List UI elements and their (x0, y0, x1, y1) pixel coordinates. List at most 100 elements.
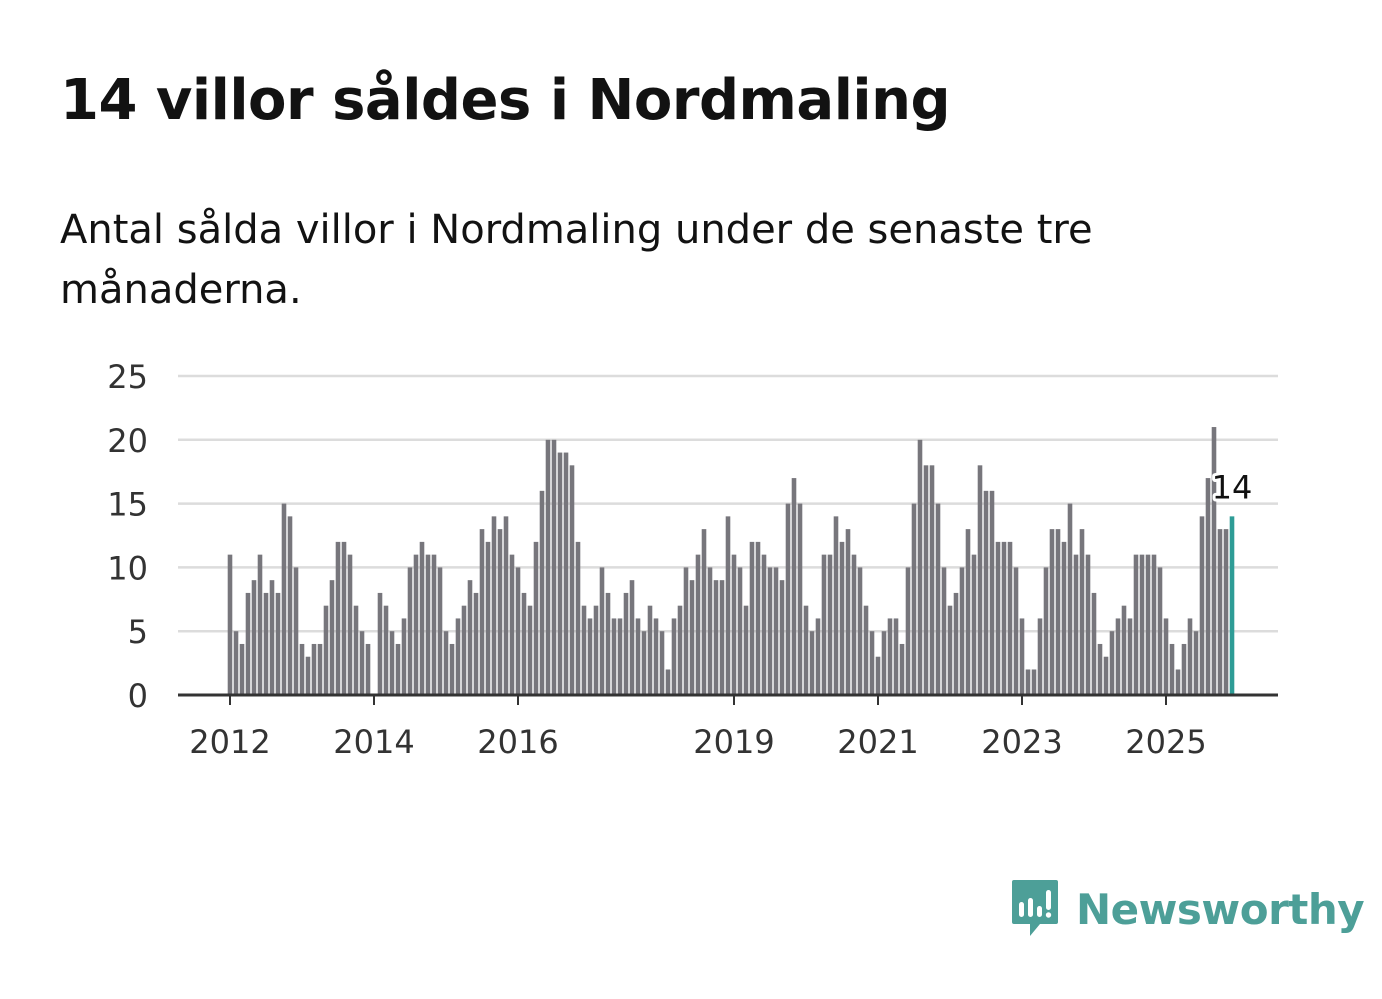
bar (1163, 618, 1169, 695)
bar (605, 592, 611, 695)
bar (1007, 541, 1013, 695)
bar (551, 439, 557, 695)
x-tick-label: 2016 (477, 723, 558, 761)
bar (737, 567, 743, 695)
highlight-value-label: 14 (1212, 468, 1253, 506)
bar (659, 631, 665, 695)
bar (251, 580, 257, 695)
bar (989, 490, 995, 695)
x-tick-label: 2023 (981, 723, 1062, 761)
bar (881, 631, 887, 695)
bar (941, 567, 947, 695)
bar (995, 541, 1001, 695)
bar (395, 643, 401, 695)
bar (893, 618, 899, 695)
bar (467, 580, 473, 695)
bar (269, 580, 275, 695)
bar (791, 478, 797, 695)
bar (1145, 554, 1151, 695)
bar (947, 605, 953, 695)
y-tick-label: 20 (107, 422, 148, 460)
bar (1121, 605, 1127, 695)
bar (689, 580, 695, 695)
bar (449, 643, 455, 695)
y-tick-label: 25 (107, 358, 148, 396)
y-tick-label: 0 (128, 677, 148, 715)
bar (437, 567, 443, 695)
bar (275, 592, 281, 695)
bar (905, 567, 911, 695)
x-tick-label: 2025 (1125, 723, 1206, 761)
bar (761, 554, 767, 695)
bar (521, 592, 527, 695)
bar (1031, 669, 1037, 695)
bar (731, 554, 737, 695)
bar (1085, 554, 1091, 695)
bar (887, 618, 893, 695)
bar (1061, 541, 1067, 695)
bar (713, 580, 719, 695)
bar (821, 554, 827, 695)
bar (803, 605, 809, 695)
bar (1043, 567, 1049, 695)
bar (839, 541, 845, 695)
bar (569, 465, 575, 695)
y-axis-ticks: 0 5 10 15 20 25 (107, 358, 148, 715)
bar (809, 631, 815, 695)
bar (563, 452, 569, 695)
bar (1217, 529, 1223, 695)
bar (491, 516, 497, 695)
bar (509, 554, 515, 695)
bar (863, 605, 869, 695)
bar (527, 605, 533, 695)
bar (749, 541, 755, 695)
bar (1181, 643, 1187, 695)
bar (1205, 478, 1211, 695)
highlight-bar (1229, 516, 1235, 695)
bar (611, 618, 617, 695)
bar (1097, 643, 1103, 695)
bar (365, 643, 371, 695)
bar (257, 554, 263, 695)
annotations: 14 (1209, 465, 1256, 509)
bar (899, 643, 905, 695)
brand-logo: Newsworthy (1010, 878, 1365, 940)
bar (617, 618, 623, 695)
bar (923, 465, 929, 695)
bar (329, 580, 335, 695)
bar (293, 567, 299, 695)
bar (1067, 503, 1073, 695)
brand-name: Newsworthy (1076, 884, 1365, 934)
bar (827, 554, 833, 695)
bar (1091, 592, 1097, 695)
bar (311, 643, 317, 695)
bar (1013, 567, 1019, 695)
bar (1211, 427, 1217, 695)
bar (1151, 554, 1157, 695)
bar (875, 656, 881, 695)
bar (641, 631, 647, 695)
y-tick-label: 15 (107, 486, 148, 524)
bar (725, 516, 731, 695)
bar (965, 529, 971, 695)
bar (1115, 618, 1121, 695)
bar (323, 605, 329, 695)
bar (263, 592, 269, 695)
bar (833, 516, 839, 695)
bar (623, 592, 629, 695)
bar (911, 503, 917, 695)
bar (461, 605, 467, 695)
bar (443, 631, 449, 695)
bar (347, 554, 353, 695)
bar (845, 529, 851, 695)
bar (629, 580, 635, 695)
bar (353, 605, 359, 695)
bar (281, 503, 287, 695)
bar (1169, 643, 1175, 695)
bars (227, 427, 1235, 695)
bar (485, 541, 491, 695)
bar (455, 618, 461, 695)
bar (695, 554, 701, 695)
bar (515, 567, 521, 695)
